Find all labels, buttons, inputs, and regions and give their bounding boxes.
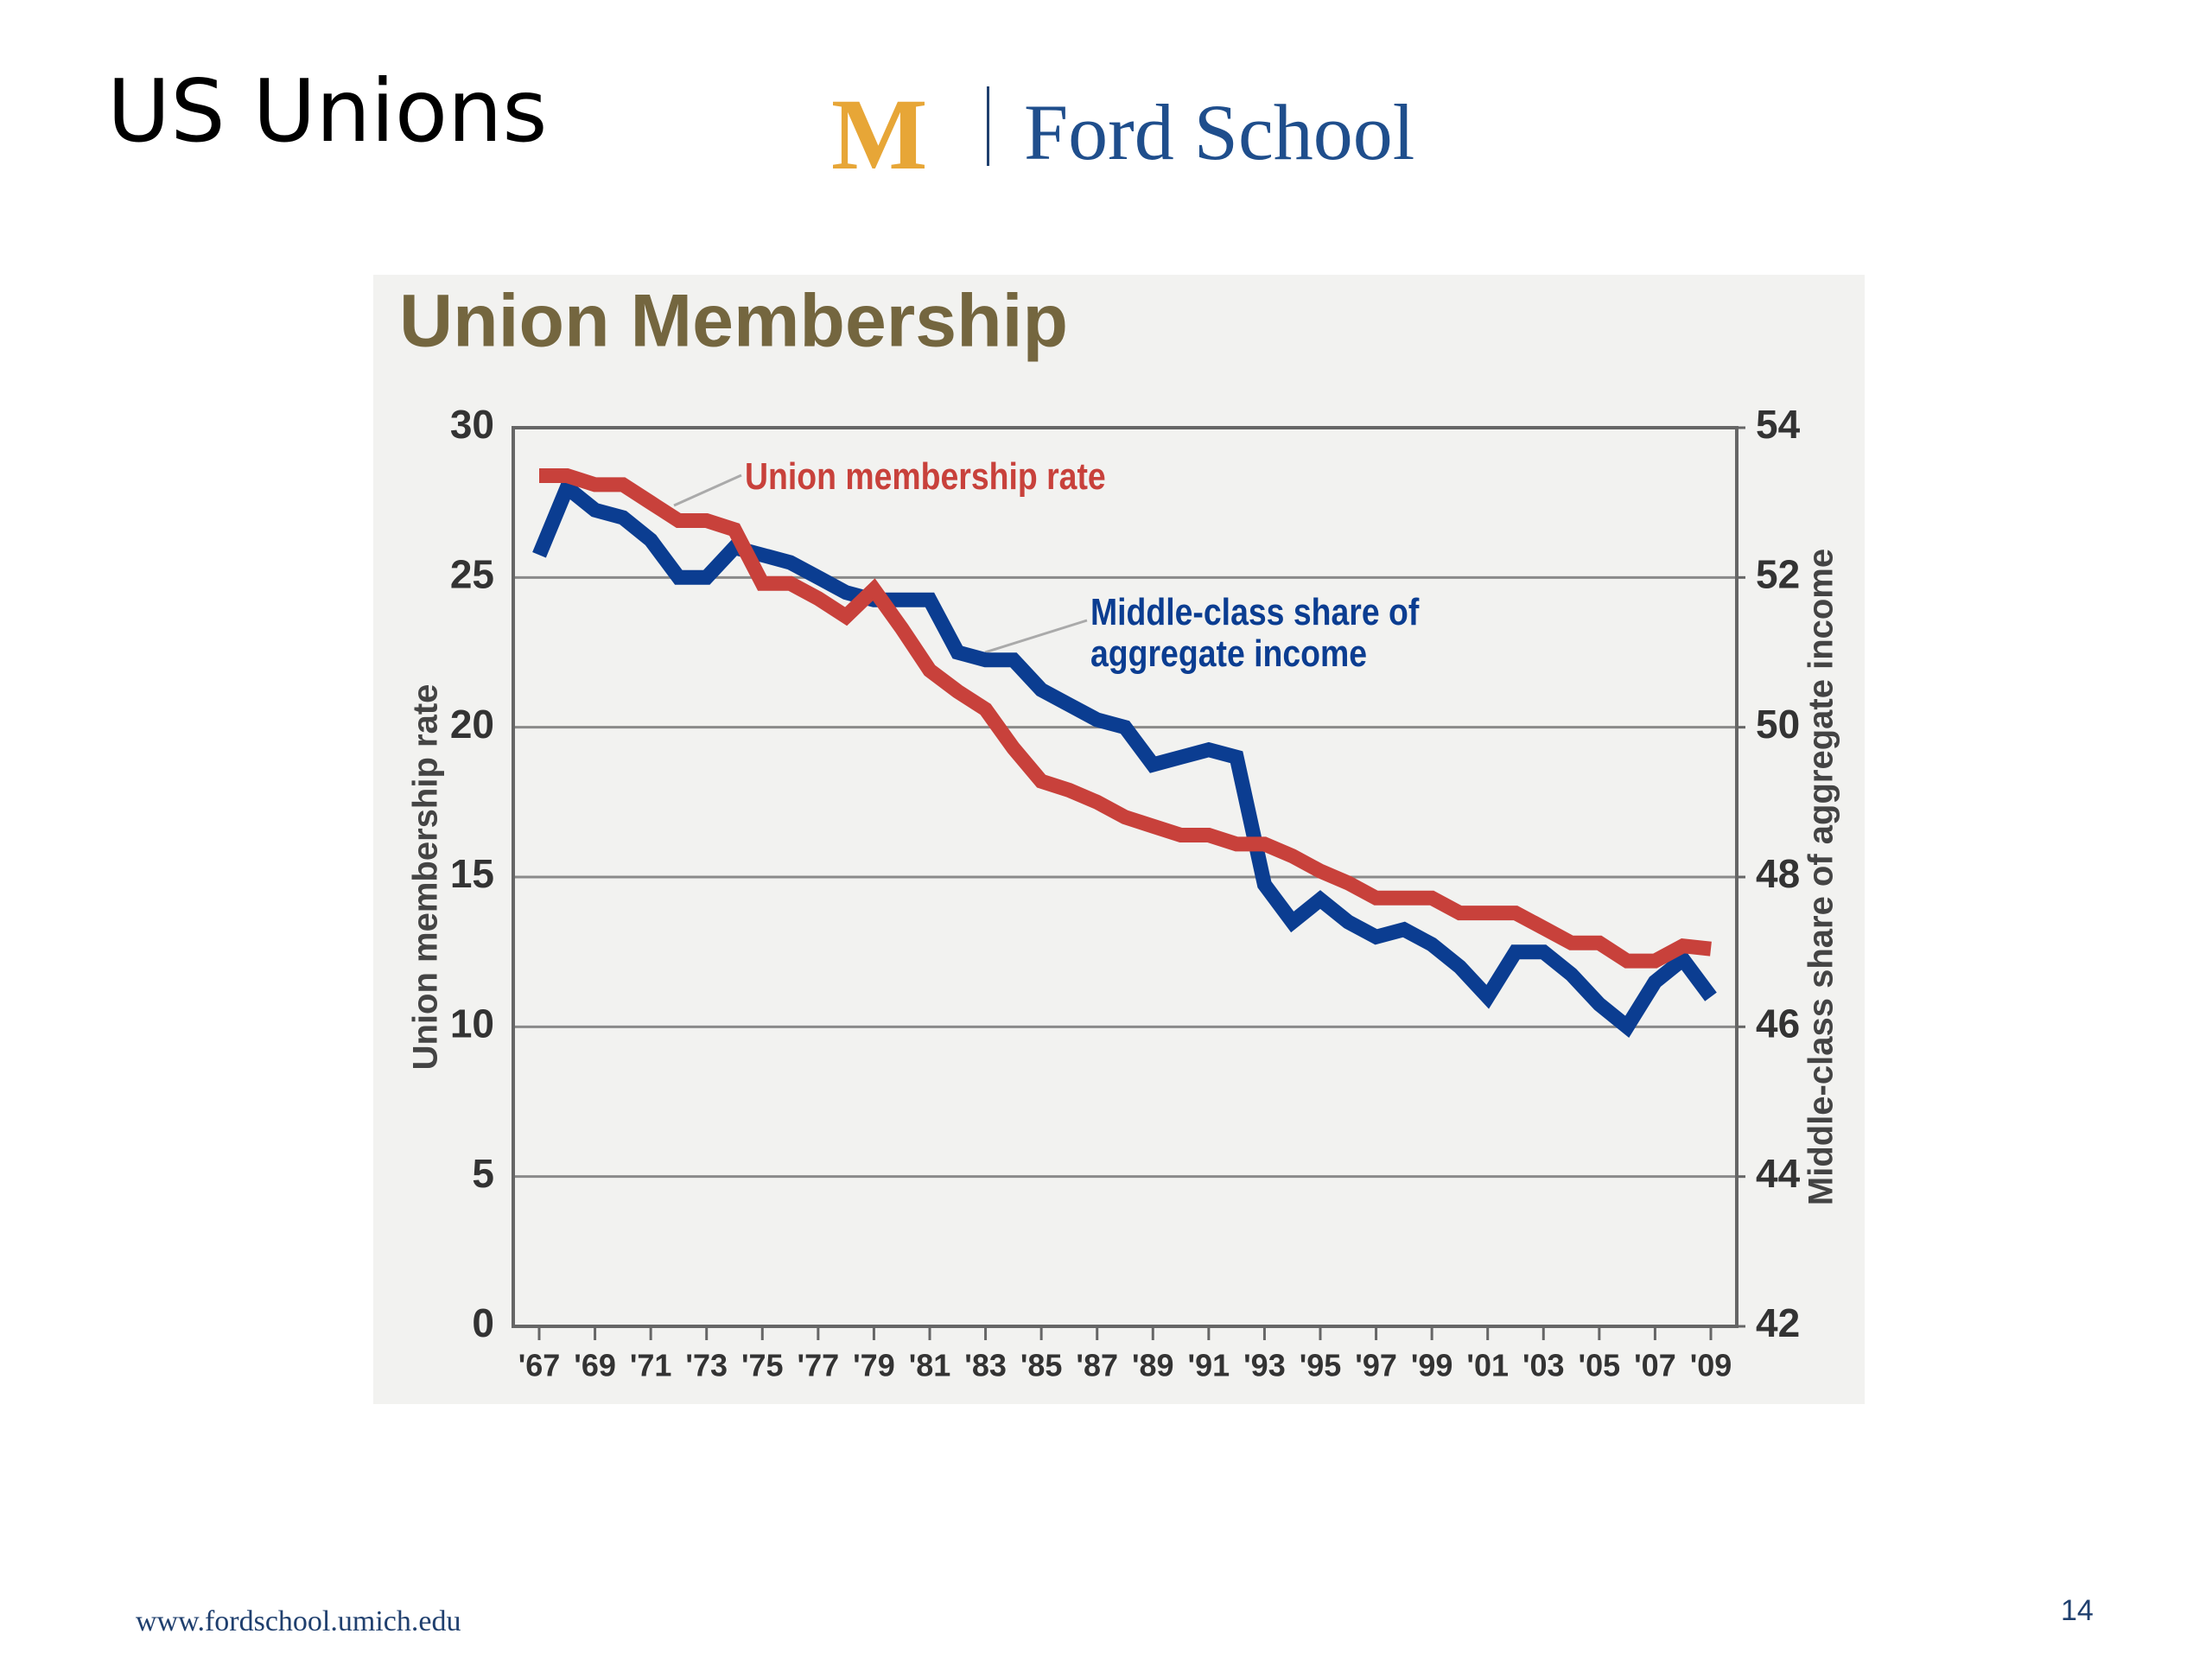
chart-title: Union Membership: [399, 280, 1068, 363]
slide-title: US Unions: [107, 60, 548, 162]
y-tick-label: 25: [450, 551, 494, 596]
x-tick-label: '97: [1355, 1348, 1397, 1383]
x-tick-label: '75: [741, 1348, 784, 1383]
x-tick-label: '03: [1522, 1348, 1565, 1383]
y-tick-label: 10: [450, 1001, 494, 1046]
x-tick-label: '01: [1466, 1348, 1509, 1383]
y2-tick-label: 52: [1756, 551, 1800, 596]
y-tick-label: 20: [450, 702, 494, 747]
series-label: Middle-class share of aggregate income: [1090, 591, 1420, 675]
x-tick-label: '71: [630, 1348, 672, 1383]
x-tick-label: '91: [1188, 1348, 1230, 1383]
logo-text: Ford School: [1024, 88, 1415, 176]
y2-tick-label: 46: [1756, 1001, 1800, 1046]
leader-line: [984, 619, 1088, 654]
x-tick-label: '05: [1579, 1348, 1621, 1383]
x-tick-label: '85: [1020, 1348, 1063, 1383]
x-tick-label: '95: [1300, 1348, 1342, 1383]
x-tick-label: '87: [1076, 1348, 1118, 1383]
footer-url: www.fordschool.umich.edu: [136, 1605, 461, 1637]
x-tick-label: '83: [964, 1348, 1007, 1383]
page-number: 14: [2061, 1594, 2094, 1627]
x-tick-label: '67: [518, 1348, 561, 1383]
chart-panel: [373, 275, 1865, 1404]
x-tick-label: '79: [853, 1348, 895, 1383]
logo-mark: M: [831, 78, 927, 191]
y-tick-label: 15: [450, 851, 494, 896]
x-tick-label: '99: [1411, 1348, 1453, 1383]
x-tick-label: '81: [909, 1348, 951, 1383]
y-axis-label: Union membership rate: [407, 684, 445, 1071]
series-line: [539, 468, 1712, 969]
logo-divider: [987, 86, 989, 166]
x-tick-label: '73: [685, 1348, 728, 1383]
x-tick-label: '93: [1243, 1348, 1286, 1383]
x-tick-label: '89: [1132, 1348, 1174, 1383]
y-tick-label: 30: [450, 402, 494, 447]
y-tick-label: 0: [472, 1300, 494, 1345]
x-tick-label: '77: [798, 1348, 840, 1383]
y2-tick-label: 44: [1756, 1151, 1801, 1196]
y2-axis-label: Middle-class share of aggregate income: [1802, 549, 1840, 1205]
leader-line: [673, 474, 742, 507]
x-tick-label: '09: [1690, 1348, 1732, 1383]
y-tick-label: 5: [472, 1151, 494, 1196]
x-tick-label: '07: [1634, 1348, 1676, 1383]
plot-frame: [512, 426, 1738, 1328]
x-tick-label: '69: [574, 1348, 616, 1383]
y2-tick-label: 48: [1756, 851, 1800, 896]
y2-tick-label: 42: [1756, 1300, 1800, 1345]
y2-tick-label: 54: [1756, 402, 1801, 447]
series-line: [532, 475, 1717, 1038]
y2-tick-label: 50: [1756, 702, 1800, 747]
series-label: Union membership rate: [745, 455, 1106, 498]
